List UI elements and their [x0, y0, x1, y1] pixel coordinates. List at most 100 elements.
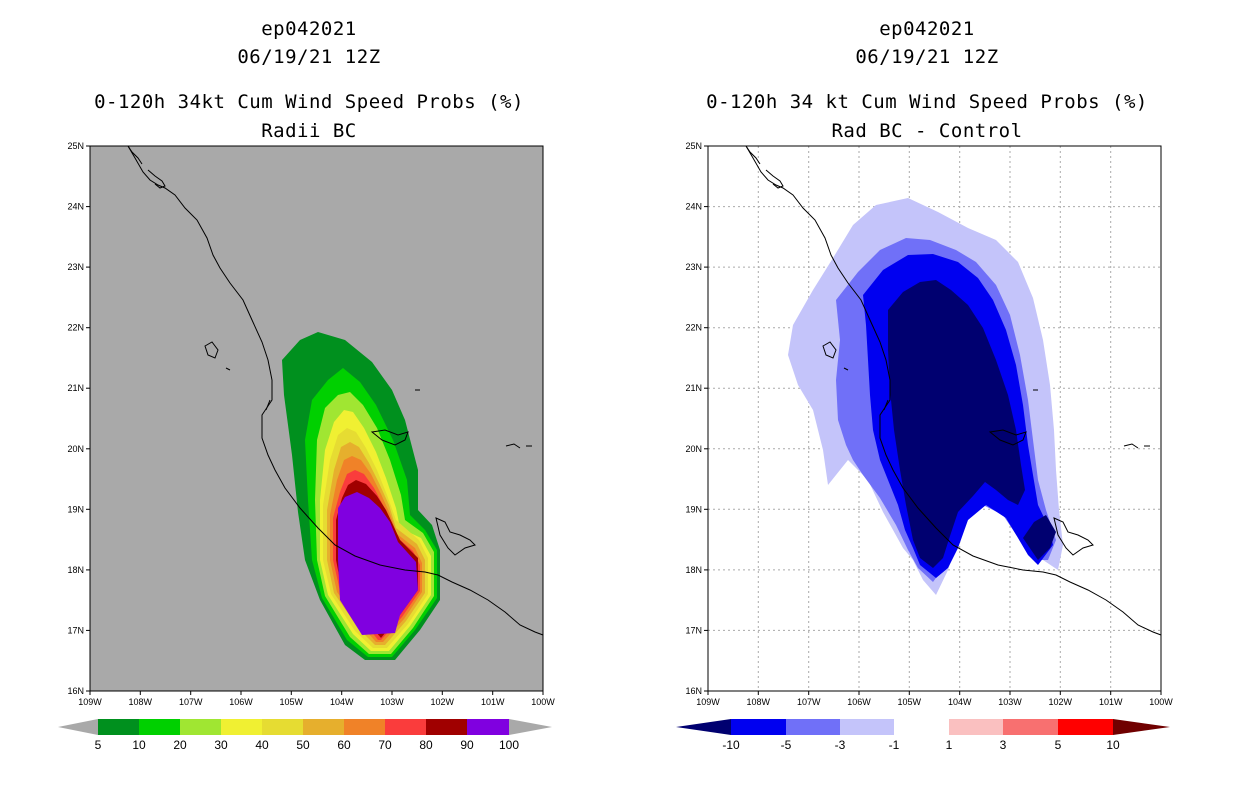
right-chart-title: 0-120h 34 kt Cum Wind Speed Probs (%) [706, 91, 1148, 113]
right-colorbar-low-arrow [676, 719, 731, 735]
left-x-tick: 105W [280, 697, 304, 707]
left-chart: 109W 108W 107W 106W 105W 104W 103W 102W … [58, 141, 555, 752]
left-colorbar-swatch [385, 719, 426, 735]
right-y-tick: 16N [685, 686, 702, 696]
right-colorbar-swatch [949, 719, 1003, 735]
left-colorbar-label: 100 [499, 738, 519, 752]
right-colorbar-swatch [1003, 719, 1058, 735]
right-chart: 109W 108W 107W 106W 105W 104W 103W 102W … [676, 141, 1173, 752]
left-colorbar-swatch [344, 719, 385, 735]
right-colorbar-label: -10 [722, 738, 740, 752]
left-colorbar-high-arrow [509, 719, 552, 735]
right-colorbar [676, 719, 1170, 735]
left-y-tick: 21N [67, 383, 84, 393]
right-colorbar-label: 3 [1000, 738, 1007, 752]
left-colorbar-label: 5 [95, 738, 102, 752]
right-axis-ticks [704, 145, 1162, 695]
left-x-tick: 101W [481, 697, 505, 707]
left-colorbar-swatch [262, 719, 303, 735]
right-colorbar-swatch [1058, 719, 1113, 735]
right-colorbar-labels: -10 -5 -3 -1 1 3 5 10 [722, 738, 1120, 752]
left-colorbar-swatch [467, 719, 509, 735]
left-x-tick: 103W [380, 697, 404, 707]
right-diff-contours [788, 198, 1063, 595]
left-y-tick-labels: 16N 17N 18N 19N 20N 21N 22N 23N 24N 25N [67, 141, 84, 696]
right-colorbar-swatch [840, 719, 894, 735]
left-colorbar-label: 60 [337, 738, 351, 752]
right-fill-minus10-b [1023, 515, 1056, 560]
left-x-tick: 104W [330, 697, 354, 707]
right-map-border [707, 145, 1162, 692]
left-panel: ep042021 06/19/21 12Z 0-120h 34kt Cum Wi… [58, 18, 555, 752]
right-y-tick: 17N [685, 625, 702, 635]
left-y-tick: 18N [67, 565, 84, 575]
left-prob-contours [282, 332, 440, 660]
left-y-tick: 16N [67, 686, 84, 696]
left-chart-title: 0-120h 34kt Cum Wind Speed Probs (%) [94, 91, 524, 113]
right-x-tick-labels: 109W 108W 107W 106W 105W 104W 103W 102W … [696, 697, 1173, 707]
left-colorbar-label: 30 [214, 738, 228, 752]
right-y-tick: 18N [685, 565, 702, 575]
left-colorbar-label: 10 [132, 738, 146, 752]
right-x-tick: 100W [1149, 697, 1173, 707]
right-colorbar-swatch [731, 719, 786, 735]
left-chart-subtitle: Radii BC [261, 120, 357, 142]
left-y-tick: 23N [67, 262, 84, 272]
right-x-tick: 107W [797, 697, 821, 707]
left-y-tick: 19N [67, 504, 84, 514]
right-y-tick: 20N [685, 444, 702, 454]
left-x-tick: 106W [229, 697, 253, 707]
left-y-tick: 24N [67, 202, 84, 212]
right-x-tick: 109W [696, 697, 720, 707]
left-y-tick: 25N [67, 141, 84, 151]
right-x-tick: 106W [847, 697, 871, 707]
right-colorbar-label: 1 [946, 738, 953, 752]
left-y-tick: 17N [67, 625, 84, 635]
right-fill-minus10 [888, 280, 1025, 568]
left-x-tick: 102W [431, 697, 455, 707]
left-colorbar-label: 80 [419, 738, 433, 752]
left-colorbar-label: 20 [173, 738, 187, 752]
left-colorbar-label: 50 [296, 738, 310, 752]
right-colorbar-label: 10 [1106, 738, 1120, 752]
left-y-tick: 22N [67, 323, 84, 333]
right-storm-id: ep042021 [879, 18, 975, 40]
left-x-tick: 109W [78, 697, 102, 707]
right-y-tick: 24N [685, 202, 702, 212]
right-colorbar-label: -1 [889, 738, 900, 752]
left-datetime: 06/19/21 12Z [237, 46, 381, 68]
left-colorbar-label: 40 [255, 738, 269, 752]
right-colorbar-swatch [786, 719, 840, 735]
left-storm-id: ep042021 [261, 18, 357, 40]
left-map-border [89, 145, 544, 692]
right-y-tick: 23N [685, 262, 702, 272]
left-colorbar-low-arrow [58, 719, 98, 735]
right-colorbar-high-arrow [1113, 719, 1170, 735]
right-colorbar-label: 5 [1055, 738, 1062, 752]
right-x-tick: 101W [1099, 697, 1123, 707]
left-colorbar-swatch [98, 719, 139, 735]
right-y-tick-labels: 16N 17N 18N 19N 20N 21N 22N 23N 24N 25N [685, 141, 702, 696]
right-y-tick: 21N [685, 383, 702, 393]
right-x-tick: 104W [948, 697, 972, 707]
right-y-tick: 25N [685, 141, 702, 151]
left-colorbar-swatch [180, 719, 221, 735]
right-colorbar-swatch [894, 719, 949, 735]
right-colorbar-label: -5 [781, 738, 792, 752]
left-colorbar-label: 70 [378, 738, 392, 752]
left-x-tick: 108W [129, 697, 153, 707]
left-colorbar-labels: 5 10 20 30 40 50 60 70 80 90 100 [95, 738, 520, 752]
left-colorbar-swatch [221, 719, 262, 735]
right-y-tick: 19N [685, 504, 702, 514]
right-x-tick: 103W [998, 697, 1022, 707]
right-x-tick: 108W [747, 697, 771, 707]
left-fill-90 [338, 492, 418, 635]
left-axis-ticks [86, 145, 544, 695]
left-colorbar-swatch [426, 719, 467, 735]
left-coastline [127, 145, 544, 636]
right-x-tick: 102W [1049, 697, 1073, 707]
left-y-tick: 20N [67, 444, 84, 454]
right-colorbar-label: -3 [835, 738, 846, 752]
left-colorbar-label: 90 [460, 738, 474, 752]
right-panel: ep042021 06/19/21 12Z 0-120h 34 kt Cum W… [618, 0, 1236, 800]
